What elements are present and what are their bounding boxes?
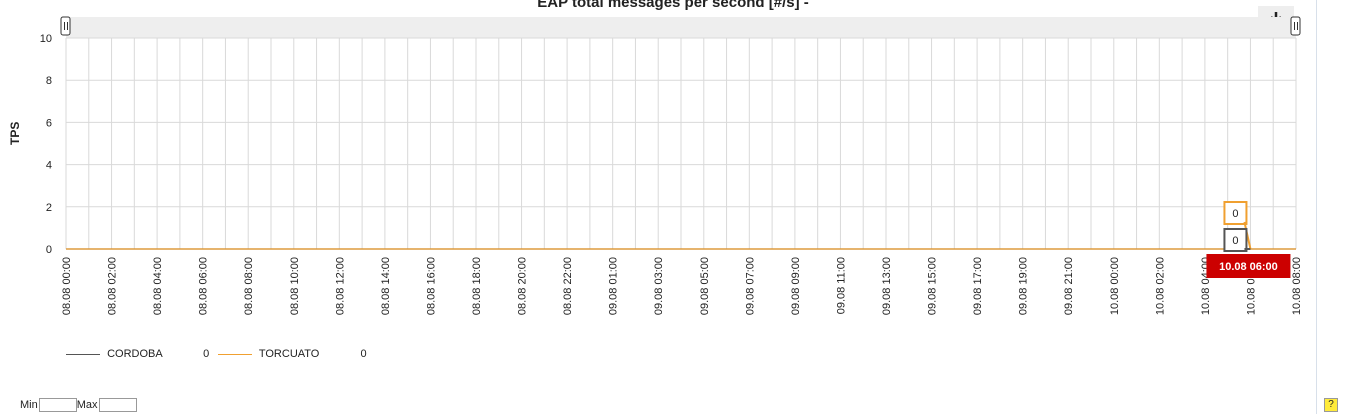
x-tick-label: 09.08 01:00	[608, 257, 620, 315]
y-tick-label: 4	[46, 160, 52, 172]
legend-value-torcuato: 0	[360, 348, 367, 360]
max-input[interactable]	[98, 398, 137, 412]
legend-swatch-torcuato	[218, 353, 252, 355]
x-tick-label: 09.08 15:00	[927, 257, 939, 315]
max-label: Max	[76, 399, 98, 411]
legend-value-cordoba: 0	[203, 348, 210, 360]
y-tick-label: 2	[46, 202, 52, 214]
chart-plot: 0 2 4 6 8 10 08.08 00:00 08.08 02:00 08.08 04:00…	[40, 16, 1303, 315]
y-tick-label: 8	[46, 75, 52, 87]
chart-title: EAP total messages per second [#/s] -	[537, 0, 809, 11]
page-right-border	[1316, 0, 1317, 414]
navigator-handle-left	[60, 16, 71, 36]
x-tick-label: 09.08 03:00	[653, 257, 665, 315]
x-tick-label: 08.08 10:00	[289, 257, 301, 315]
x-tick-label: 08.08 08:00	[243, 257, 255, 315]
x-tick-label: 09.08 19:00	[1018, 257, 1030, 315]
navigator-handle-right	[1290, 16, 1301, 36]
legend-label-cordoba: CORDOBA	[107, 348, 163, 360]
legend-item-cordoba[interactable]: CORDOBA 0	[66, 348, 209, 360]
x-tick-label: 08.08 22:00	[562, 257, 574, 315]
tooltip-value: 0	[1232, 235, 1238, 247]
legend-label-torcuato: TORCUATO	[258, 348, 320, 360]
y-tick-label: 10	[40, 33, 52, 45]
x-tick-label: 08.08 02:00	[107, 257, 119, 315]
min-max-controls: Min Max	[20, 398, 137, 412]
x-tick-label: 08.08 18:00	[471, 257, 483, 315]
x-tick-label: 09.08 07:00	[744, 257, 756, 315]
x-tick-label: 10.08 02:00	[1154, 257, 1166, 315]
x-tick-label: 10.08 00:00	[1109, 257, 1121, 315]
x-tick-label: 09.08 21:00	[1063, 257, 1075, 315]
x-tick-label: 09.08 13:00	[881, 257, 893, 315]
navigator-band	[66, 17, 1296, 38]
x-tick-label: 10.08 08:00	[1291, 257, 1303, 315]
legend-swatch-cordoba	[66, 353, 100, 355]
help-button[interactable]: ?	[1324, 398, 1338, 412]
tooltip-value-box	[1223, 201, 1248, 225]
x-tick-label: 09.08 17:00	[972, 257, 984, 315]
x-tick-label: 09.08 11:00	[835, 257, 847, 314]
tooltip-x-label-box	[1206, 254, 1291, 278]
x-tick-label: 08.08 16:00	[425, 257, 437, 315]
tooltip-x-label: 10.08 06:00	[1219, 261, 1278, 273]
x-tick-label: 09.08 09:00	[790, 257, 802, 315]
tooltip-value-box	[1223, 228, 1248, 252]
x-tick-label: 08.08 04:00	[152, 257, 164, 315]
y-tick-label: 6	[46, 117, 52, 129]
x-tick-label: 08.08 20:00	[517, 257, 529, 315]
x-tick-label: 08.08 12:00	[334, 257, 346, 315]
min-input[interactable]	[38, 398, 77, 412]
x-tick-label: 08.08 06:00	[198, 257, 210, 315]
x-tick-label: 08.08 14:00	[380, 257, 392, 315]
tooltip-value: 0	[1232, 208, 1238, 220]
x-tick-label: 08.08 00:00	[61, 257, 73, 315]
x-tick-label: 09.08 05:00	[699, 257, 711, 315]
min-label: Min	[20, 399, 38, 411]
y-tick-label: 0	[46, 244, 52, 256]
legend-item-torcuato[interactable]: TORCUATO 0	[218, 348, 367, 360]
